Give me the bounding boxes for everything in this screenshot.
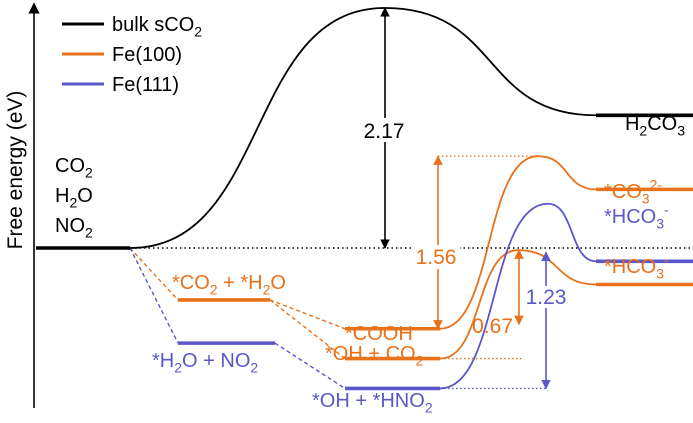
fe100-connector — [269, 299, 346, 360]
fe100-barrier-cooh — [439, 155, 597, 330]
annotation-1.56: 1.56 — [416, 246, 457, 269]
bulk-product-label: H2CO3 — [625, 113, 685, 139]
fe100-label-co2-h2o: *CO2 + *H2O — [172, 272, 286, 298]
fe100-label-co3: *CO32- — [604, 177, 662, 207]
annotation-0.67: 0.67 — [472, 315, 513, 338]
fe111-label-oh-hno2: *OH + *HNO2 — [312, 390, 433, 416]
annotation-1.23: 1.23 — [526, 286, 567, 309]
reactant-label: NO2 — [55, 215, 93, 241]
bulk-barrier-curve — [129, 7, 597, 249]
reactant-label: H2O — [55, 185, 93, 211]
fe100-connector — [129, 247, 179, 301]
y-axis-label: Free energy (eV) — [4, 91, 27, 250]
fe111-label-h2o-no2: *H2O + NO2 — [152, 350, 258, 376]
fe100-label-hco3: *HCO3- — [604, 252, 669, 282]
fe100-barrier-oh — [439, 249, 597, 360]
fe111-label-hco3: *HCO3- — [604, 202, 669, 232]
legend-label: Fe(111) — [112, 74, 179, 96]
fe111-connector — [129, 247, 179, 344]
reactant-label: CO2 — [55, 155, 93, 181]
legend-label: bulk sCO2 — [112, 14, 202, 40]
legend-label: Fe(100) — [112, 44, 182, 66]
fe111-barrier-curve — [439, 202, 597, 390]
fe100-connector — [269, 299, 346, 330]
fe100-label-cooh: *COOH — [345, 323, 413, 345]
fe100-label-oh-co2: *OH + CO2 — [325, 343, 424, 369]
annotation-2.17: 2.17 — [364, 120, 405, 143]
